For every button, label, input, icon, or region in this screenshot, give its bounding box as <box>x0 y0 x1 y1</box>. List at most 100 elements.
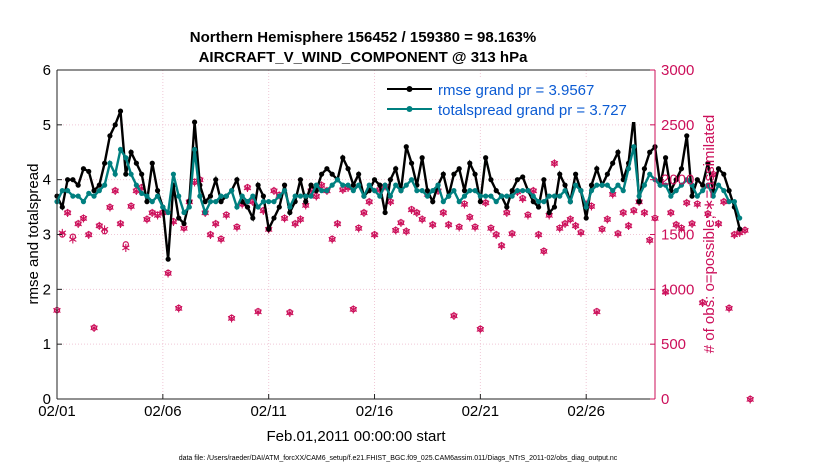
obs-assimilated-point: ∗ <box>258 204 269 219</box>
rmse-point <box>287 209 293 216</box>
rmse-point <box>276 204 282 210</box>
obs-possible-point <box>694 200 701 207</box>
obs-possible-point <box>551 160 558 167</box>
obs-possible-point <box>127 202 135 210</box>
obs-possible-point <box>392 226 399 234</box>
y-right-tick-label: 2500 <box>661 117 694 134</box>
x-tick-label: 02/21 <box>462 403 500 420</box>
rmse-point <box>319 171 325 177</box>
obs-possible-point <box>413 209 421 216</box>
rmse-point <box>154 188 161 194</box>
spread-point <box>139 190 145 196</box>
spread-point <box>631 144 637 150</box>
spread-point <box>721 188 727 194</box>
spread-point <box>361 193 367 199</box>
spread-point <box>213 199 219 205</box>
obs-assimilated-point: ∗ <box>702 207 713 222</box>
obs-possible-point <box>212 220 219 227</box>
obs-possible-point <box>122 241 129 248</box>
obs-assimilated-point: ∗ <box>491 228 502 243</box>
obs-possible-point <box>149 209 156 216</box>
obs-possible-point <box>699 299 706 306</box>
spread-point <box>202 209 208 216</box>
obs-assimilated-point: ∗ <box>639 206 650 221</box>
obs-assimilated-point: ∗ <box>327 232 338 247</box>
obs-assimilated-point: ∗ <box>745 393 756 408</box>
obs-assimilated-point: ∗ <box>269 184 280 199</box>
obs-assimilated-point: ∗ <box>454 220 465 235</box>
obs-assimilated-point: ∗ <box>602 213 613 228</box>
spread-point <box>657 182 663 188</box>
spread-point <box>620 188 626 194</box>
obs-assimilated-point: ∗ <box>470 220 481 235</box>
obs-possible-point <box>328 235 336 243</box>
obs-possible-point <box>683 199 690 206</box>
spread-point <box>160 204 166 210</box>
obs-assimilated-point: ∗ <box>343 181 354 196</box>
obs-possible-point <box>715 220 722 227</box>
spread-point <box>737 215 743 221</box>
rmse-point <box>483 155 489 161</box>
spread-point <box>641 182 648 188</box>
obs-assimilated-point: ∗ <box>464 210 475 225</box>
rmse-point <box>112 122 118 128</box>
obs-possible-point <box>487 224 495 232</box>
obs-possible-point <box>85 231 92 238</box>
rmse-point <box>535 204 542 210</box>
spread-point <box>694 193 700 199</box>
spread-point <box>102 182 108 188</box>
rmse-point <box>604 171 610 177</box>
obs-possible-point <box>704 210 712 217</box>
obs-assimilated-point: ∗ <box>253 305 264 320</box>
spread-point <box>96 188 102 194</box>
obs-possible-point <box>80 214 87 222</box>
spread-point <box>170 171 177 177</box>
spread-point <box>297 193 304 199</box>
obs-possible-point <box>90 324 98 331</box>
obs-assimilated-point: ∗ <box>565 213 576 228</box>
obs-assimilated-point: ∗ <box>104 201 115 216</box>
spread-point <box>107 160 113 166</box>
obs-assimilated-point: ∗ <box>485 221 496 236</box>
x-tick-label: 02/06 <box>144 403 182 420</box>
obs-possible-point <box>254 308 262 315</box>
obs-assimilated-point: ∗ <box>396 216 407 231</box>
obs-possible-point <box>519 195 526 202</box>
spread-point <box>319 188 325 194</box>
obs-possible-point <box>297 215 304 223</box>
obs-assimilated-point: ∗ <box>459 197 470 212</box>
spread-point <box>535 199 542 205</box>
obs-assimilated-point: ∗ <box>660 285 671 300</box>
spread-point <box>276 193 282 199</box>
obs-assimilated-point: ∗ <box>724 301 735 316</box>
x-tick-label: 02/16 <box>356 403 394 420</box>
footer-data-file: data file: /Users/raeder/DAI/ATM_forcXX/… <box>179 455 618 462</box>
chart-title: Northern Hemisphere 156452 / 159380 = 98… <box>190 29 536 46</box>
obs-possible-point <box>747 395 754 403</box>
spread-point <box>191 146 198 153</box>
rmse-point <box>382 209 388 216</box>
rmse-point <box>350 182 356 188</box>
obs-possible-point <box>112 187 119 194</box>
spread-point <box>181 209 187 216</box>
obs-possible-point <box>286 309 294 316</box>
spread-point <box>700 188 706 194</box>
obs-possible-point <box>672 221 680 228</box>
spread-point <box>705 182 711 188</box>
obs-assimilated-point: ∗ <box>120 241 131 256</box>
obs-possible-point <box>418 215 426 223</box>
spread-point <box>467 188 473 194</box>
rmse-point <box>641 166 648 172</box>
spread-point <box>726 199 732 205</box>
obs-assimilated-point: ∗ <box>67 232 78 247</box>
obs-possible-point <box>233 223 241 231</box>
obs-assimilated-point: ∗ <box>295 213 306 228</box>
obs-possible-point <box>117 220 124 227</box>
y-left-tick-label: 5 <box>43 117 51 134</box>
spread-point <box>610 188 616 194</box>
spread-point <box>334 177 341 183</box>
spread-point <box>308 193 314 199</box>
obs-assimilated-point: ∗ <box>560 217 571 232</box>
obs-possible-point <box>667 209 675 216</box>
obs-possible-point <box>429 221 436 228</box>
